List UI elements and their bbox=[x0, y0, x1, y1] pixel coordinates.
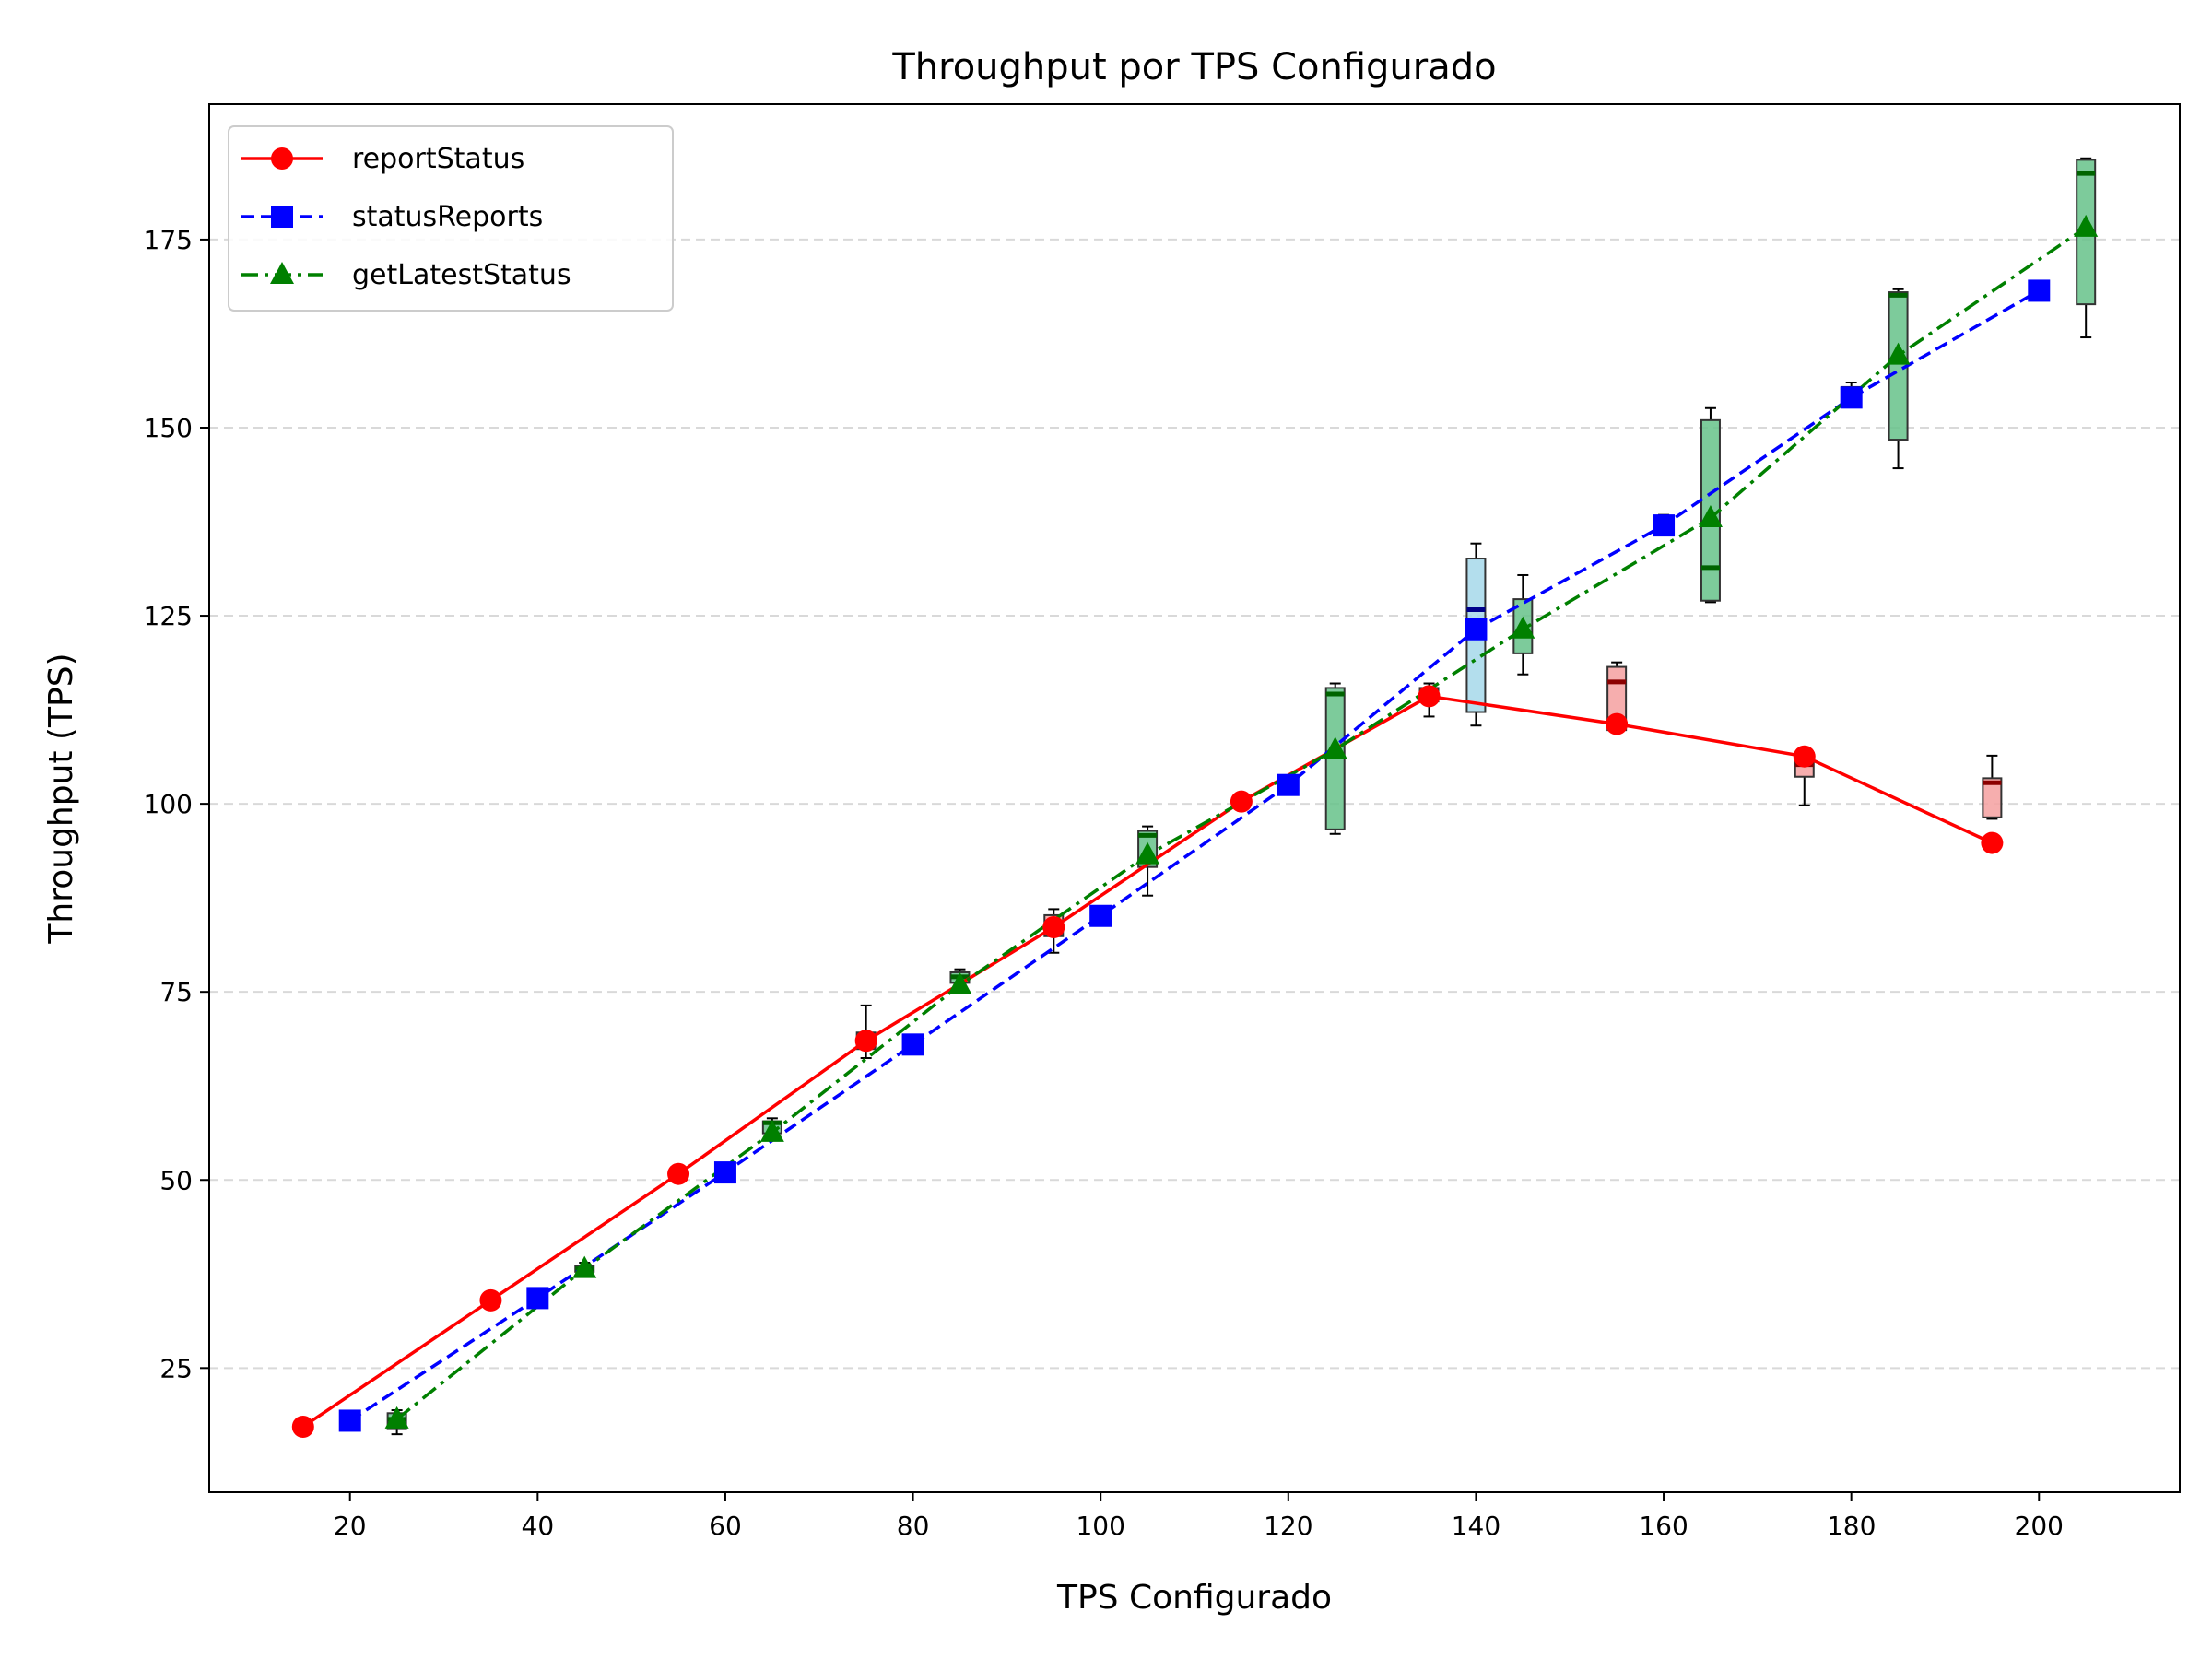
legend-item-reportStatus: reportStatus bbox=[241, 143, 524, 175]
plot-frame bbox=[208, 103, 2181, 1493]
legend-marker bbox=[271, 147, 293, 170]
x-tick-label: 40 bbox=[522, 1511, 555, 1541]
x-tick-label: 180 bbox=[1827, 1511, 1876, 1541]
x-tick-label: 60 bbox=[709, 1511, 742, 1541]
x-tick-label: 100 bbox=[1076, 1511, 1124, 1541]
data-point-statusReports bbox=[1653, 514, 1676, 537]
x-tick-label: 20 bbox=[334, 1511, 367, 1541]
data-point-statusReports bbox=[1465, 618, 1488, 641]
data-point-getLatestStatus bbox=[759, 1119, 784, 1142]
data-point-statusReports bbox=[2028, 279, 2051, 302]
data-point-statusReports bbox=[526, 1287, 549, 1310]
y-axis-label: Throughput (TPS) bbox=[42, 653, 80, 944]
chart-title: Throughput por TPS Configurado bbox=[891, 46, 1496, 88]
series-line-getLatestStatus bbox=[395, 226, 2088, 1421]
box-plot-reportStatus bbox=[1982, 754, 2003, 820]
legend: reportStatus statusReports getLatestStatus bbox=[228, 125, 674, 312]
data-point-getLatestStatus bbox=[1323, 736, 1347, 759]
legend-label: getLatestStatus bbox=[352, 259, 571, 291]
x-axis-ticks: 20 40 60 80 100 120 140 160 180 200 bbox=[334, 1492, 2064, 1541]
legend-label: reportStatus bbox=[352, 143, 524, 175]
legend-item-getLatestStatus: getLatestStatus bbox=[241, 259, 571, 291]
data-point-getLatestStatus bbox=[2074, 214, 2099, 237]
x-tick-label: 160 bbox=[1639, 1511, 1688, 1541]
data-point-reportStatus bbox=[854, 1030, 877, 1053]
legend-frame bbox=[228, 125, 674, 312]
series-line-statusReports bbox=[348, 288, 2041, 1422]
data-point-statusReports bbox=[1840, 386, 1863, 409]
data-point-getLatestStatus bbox=[947, 971, 972, 994]
data-point-statusReports bbox=[1277, 773, 1300, 796]
legend-item-statusReports: statusReports bbox=[241, 201, 543, 233]
data-point-statusReports bbox=[713, 1161, 736, 1184]
legend-marker bbox=[270, 262, 294, 284]
plot-area bbox=[208, 103, 2181, 1493]
grid-lines bbox=[209, 238, 2180, 1370]
data-point-getLatestStatus bbox=[1135, 841, 1160, 865]
data-point-reportStatus bbox=[291, 1415, 314, 1438]
data-point-reportStatus bbox=[1418, 685, 1441, 708]
x-axis-label: TPS Configurado bbox=[1056, 1579, 1332, 1617]
data-point-reportStatus bbox=[1042, 915, 1065, 938]
y-tick-label: 25 bbox=[159, 1353, 193, 1383]
data-point-statusReports bbox=[338, 1409, 361, 1432]
box-iqr bbox=[1982, 777, 2003, 818]
series-line-reportStatus bbox=[301, 694, 1994, 1429]
legend-items: reportStatus statusReports getLatestStatus bbox=[241, 143, 571, 291]
series-markers bbox=[291, 214, 2099, 1438]
data-point-getLatestStatus bbox=[1886, 342, 1911, 365]
y-tick-label: 150 bbox=[144, 413, 193, 443]
plot-background bbox=[209, 104, 2180, 1492]
y-tick-label: 100 bbox=[144, 789, 193, 819]
y-tick-label: 125 bbox=[144, 601, 193, 631]
legend-label: statusReports bbox=[352, 201, 543, 233]
series-lines bbox=[301, 226, 2088, 1429]
data-point-getLatestStatus bbox=[572, 1255, 597, 1278]
x-tick-label: 200 bbox=[2015, 1511, 2064, 1541]
data-point-getLatestStatus bbox=[384, 1406, 409, 1429]
y-tick-label: 175 bbox=[144, 225, 193, 255]
data-point-statusReports bbox=[1089, 904, 1112, 927]
data-point-getLatestStatus bbox=[1698, 504, 1723, 527]
data-point-getLatestStatus bbox=[1511, 616, 1535, 639]
y-axis-ticks: 25 50 75 100 125 150 175 bbox=[144, 225, 209, 1383]
data-point-reportStatus bbox=[1793, 745, 1816, 768]
y-tick-label: 75 bbox=[159, 977, 193, 1007]
data-point-statusReports bbox=[901, 1033, 924, 1056]
data-point-reportStatus bbox=[1981, 831, 2004, 854]
x-tick-label: 120 bbox=[1264, 1511, 1312, 1541]
x-tick-label: 140 bbox=[1452, 1511, 1500, 1541]
data-point-reportStatus bbox=[1606, 712, 1629, 735]
y-tick-label: 50 bbox=[159, 1165, 193, 1195]
data-point-reportStatus bbox=[1230, 790, 1253, 813]
data-point-reportStatus bbox=[479, 1288, 502, 1312]
legend-marker bbox=[271, 206, 293, 228]
data-point-reportStatus bbox=[667, 1162, 690, 1185]
x-tick-label: 80 bbox=[897, 1511, 930, 1541]
